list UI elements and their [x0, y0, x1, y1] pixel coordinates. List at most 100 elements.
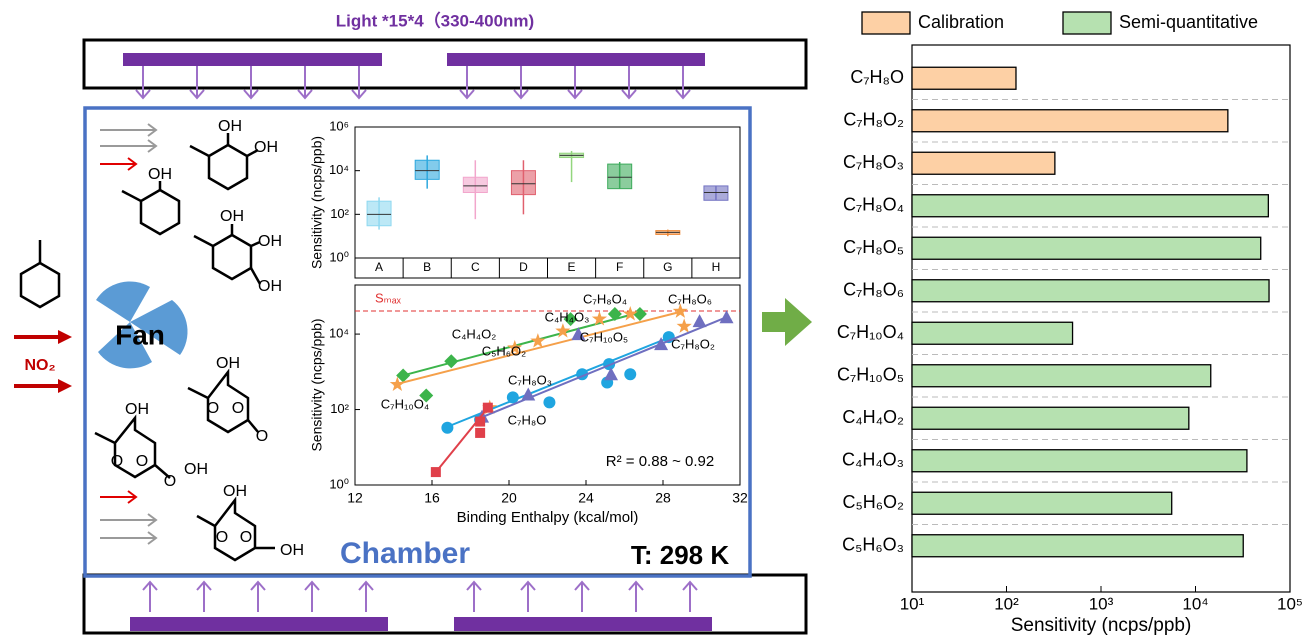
- atom-label: OH: [184, 461, 208, 478]
- atom-label: OH: [223, 483, 247, 500]
- y-tick-label: 10⁴: [329, 162, 349, 177]
- atom-label: OH: [254, 139, 278, 156]
- light-arrow: [622, 66, 636, 98]
- x-tick-label: 20: [501, 490, 517, 506]
- light-arrow: [352, 66, 366, 98]
- lamp: [454, 617, 712, 631]
- bar: [912, 280, 1269, 302]
- light-arrow: [244, 66, 258, 98]
- light-arrow: [143, 582, 157, 612]
- y-tick-label: 10⁴: [329, 326, 349, 341]
- x-tick-label: 12: [347, 490, 363, 506]
- y-tick-label: 10⁰: [329, 476, 349, 491]
- y-tick-label: C₇H₈O₅: [843, 237, 904, 257]
- box-plot-frame: [355, 127, 740, 278]
- light-arrow: [575, 582, 589, 612]
- reactant-label: NO₂: [24, 357, 55, 374]
- atom-label: OH: [125, 401, 149, 418]
- bar: [912, 67, 1016, 89]
- atom-label: O: [136, 453, 148, 470]
- y-tick-label: C₇H₁₀O₄: [837, 322, 904, 342]
- atom-label: OH: [258, 278, 282, 295]
- annotation: C₅H₆O₂: [482, 343, 526, 358]
- y-tick-label: 10⁶: [329, 118, 349, 133]
- light-arrow: [305, 582, 319, 612]
- bar: [912, 450, 1247, 472]
- point: [475, 428, 485, 438]
- atom-label: O: [164, 473, 176, 490]
- bar: [912, 237, 1261, 259]
- annotation: C₇H₈O₃: [508, 372, 552, 387]
- light-arrow: [359, 582, 373, 612]
- y-tick-label: C₇H₁₀O₅: [837, 365, 904, 385]
- temperature-label: T: 298 K: [631, 540, 729, 570]
- atom-label: O: [240, 529, 252, 546]
- annotation: C₇H₈O: [508, 412, 547, 427]
- legend-swatch: [1063, 12, 1111, 34]
- y-tick-label: 10²: [330, 401, 349, 416]
- annotation: C₇H₈O₂: [671, 336, 715, 351]
- bar: [912, 152, 1055, 174]
- atom-label: OH: [218, 118, 242, 135]
- box: [704, 186, 728, 200]
- bar: [912, 492, 1172, 514]
- point: [483, 403, 493, 413]
- figure: Light *15*4（330-400nm) NO₂ Fan OHOHOHOHO…: [0, 0, 1307, 638]
- x-tick-label: F: [616, 260, 623, 274]
- light-arrow: [190, 66, 204, 98]
- y-tick-label: C₇H₈O₂: [843, 110, 904, 130]
- lamp: [447, 53, 705, 66]
- x-tick-label: 10²: [994, 594, 1019, 613]
- x-tick-label: C: [471, 260, 480, 274]
- light-arrow: [251, 582, 265, 612]
- arrow-head: [58, 379, 72, 393]
- bar: [912, 195, 1268, 217]
- annotation: C₇H₁₀O₄: [381, 396, 429, 411]
- box: [367, 201, 391, 226]
- arrow-head: [58, 330, 72, 344]
- transition-arrow: [762, 298, 812, 346]
- fan-label: Fan: [115, 319, 165, 350]
- smax-label: Sₘₐₓ: [375, 290, 402, 305]
- light-arrow: [629, 582, 643, 612]
- point: [507, 391, 519, 403]
- light-arrow: [197, 582, 211, 612]
- legend-swatch: [862, 12, 910, 34]
- chamber-label: Chamber: [340, 537, 470, 570]
- light-arrow: [467, 582, 481, 612]
- annotation: C₄H₄O₂: [452, 326, 497, 341]
- y-tick-label: 10²: [330, 206, 349, 221]
- y-tick-label: C₇H₈O₃: [843, 152, 904, 172]
- y-axis-label: Sensitivity (ncps/ppb): [309, 136, 325, 269]
- r2-label: R² = 0.88 ~ 0.92: [606, 453, 714, 470]
- y-axis-label: Sensitivity (ncps/ppb): [309, 318, 325, 451]
- x-tick-label: 24: [578, 490, 594, 506]
- x-tick-label: A: [375, 260, 383, 274]
- atom-label: OH: [148, 166, 172, 183]
- atom-label: O: [207, 400, 219, 417]
- x-tick-label: E: [568, 260, 576, 274]
- light-arrow: [460, 66, 474, 98]
- legend-label: Calibration: [918, 12, 1004, 32]
- light-arrow: [514, 66, 528, 98]
- light-arrow: [521, 582, 535, 612]
- bar: [912, 322, 1073, 344]
- atom-label: OH: [216, 355, 240, 372]
- light-arrow: [136, 66, 150, 98]
- bar: [912, 365, 1211, 387]
- lamp: [130, 617, 388, 631]
- x-tick-label: 32: [732, 490, 748, 506]
- atom-label: OH: [258, 233, 282, 250]
- x-tick-label: B: [423, 260, 431, 274]
- point: [441, 422, 453, 434]
- atom-label: O: [256, 428, 268, 445]
- x-axis-label: Binding Enthalpy (kcal/mol): [457, 509, 639, 526]
- x-tick-label: H: [712, 260, 721, 274]
- y-tick-label: C₅H₆O₃: [842, 535, 904, 555]
- molecule: [21, 263, 59, 307]
- y-tick-label: C₄H₄O₃: [842, 450, 904, 470]
- point: [624, 368, 636, 380]
- light-label: Light *15*4（330-400nm): [336, 10, 534, 30]
- legend-label: Semi-quantitative: [1119, 12, 1258, 32]
- annotation: C₇H₈O₄: [583, 291, 627, 306]
